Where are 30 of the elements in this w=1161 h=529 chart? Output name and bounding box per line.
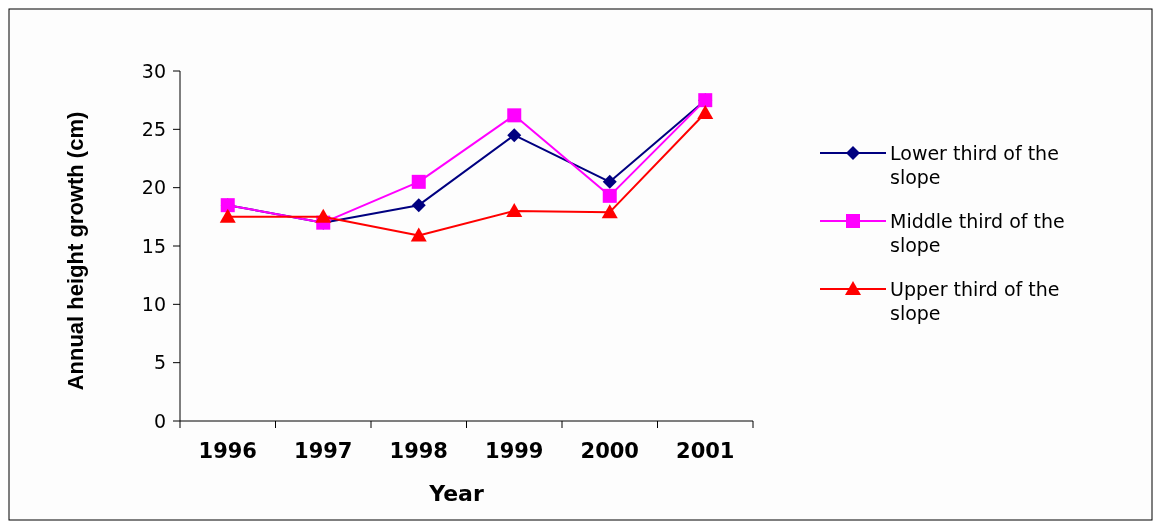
- point: [411, 174, 426, 189]
- y-tick-label: 20: [141, 176, 166, 199]
- point: [411, 198, 426, 213]
- y-tick-label: 15: [141, 234, 166, 257]
- point: [602, 174, 617, 189]
- point: [507, 108, 522, 123]
- point: [315, 208, 332, 223]
- x-tick-label: 1997: [294, 439, 353, 463]
- point: [219, 208, 236, 223]
- x-tick-label: 2000: [580, 439, 639, 463]
- point: [601, 204, 618, 219]
- y-tick-label: 0: [153, 409, 166, 432]
- x-tick-label: 2001: [676, 439, 735, 463]
- legend-label: Middle third of the slope: [890, 209, 1065, 256]
- x-tick-label: 1998: [389, 439, 448, 463]
- point: [602, 188, 617, 203]
- point: [410, 227, 427, 242]
- y-tick-label: 30: [141, 59, 166, 82]
- point: [506, 203, 523, 217]
- point: [507, 128, 522, 143]
- y-tick-label: 5: [153, 351, 166, 374]
- y-axis-title: Annual height growth (cm): [63, 111, 88, 391]
- x-axis-title: Year: [428, 481, 484, 506]
- x-tick-label: 1999: [485, 439, 544, 463]
- y-tick-label: 25: [141, 117, 166, 140]
- x-tick-label: 1996: [198, 439, 257, 463]
- legend-label: Upper third of the slope: [890, 277, 1060, 324]
- point: [697, 105, 714, 119]
- legend-label: Lower third of the slope: [890, 141, 1059, 188]
- y-tick-label: 10: [141, 292, 166, 315]
